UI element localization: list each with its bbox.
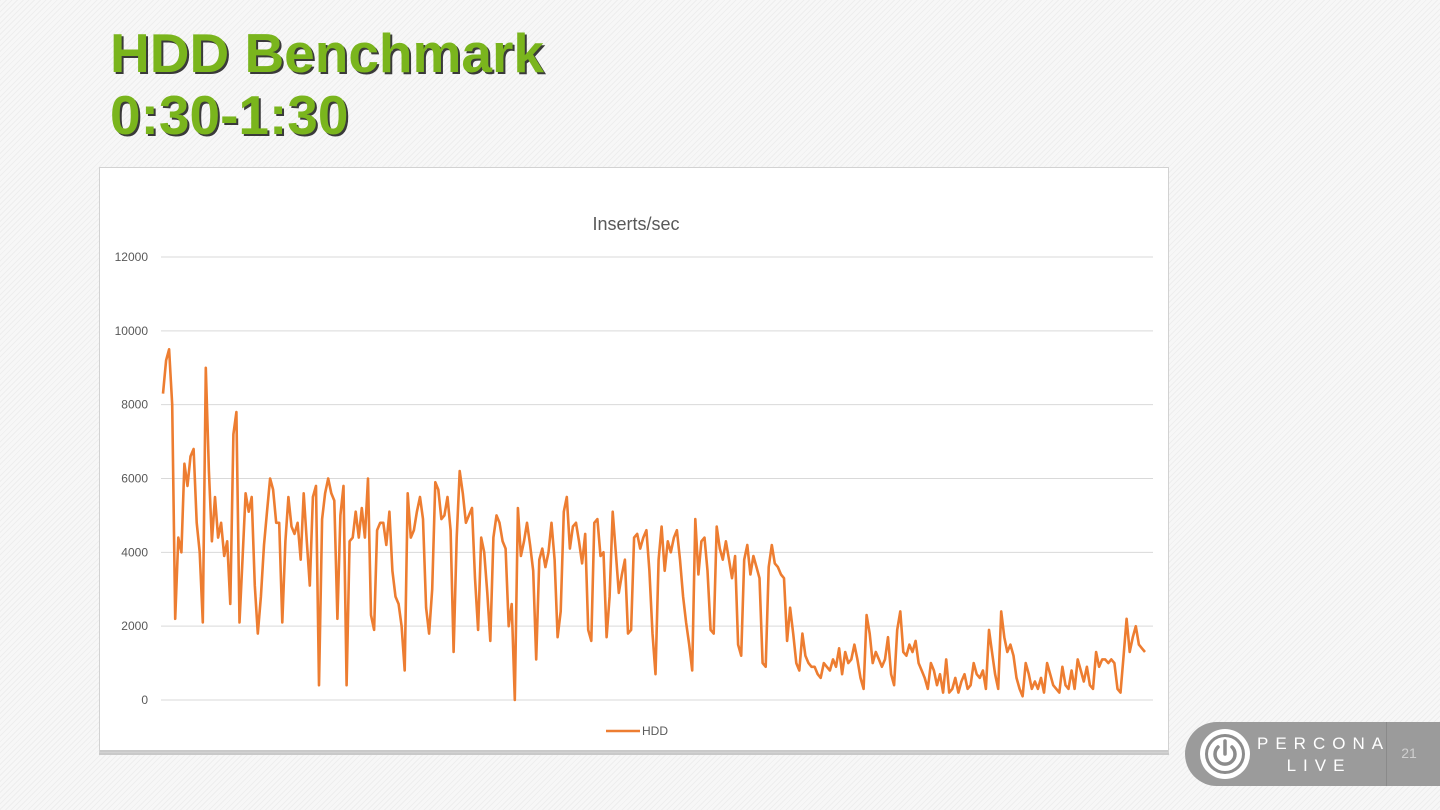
y-tick-label: 4000 bbox=[121, 545, 148, 559]
line-chart: Inserts/sec 0 2000 4000 6000 8000 10000 12000 HD… bbox=[115, 214, 1153, 738]
legend-label-hdd: HDD bbox=[642, 724, 668, 738]
slide-title-line1: HDD Benchmark bbox=[110, 22, 545, 84]
slide-title-line2: 0:30-1:30 bbox=[110, 84, 349, 146]
y-tick-label: 2000 bbox=[121, 619, 148, 633]
chart-title: Inserts/sec bbox=[592, 214, 679, 234]
y-tick-label: 10000 bbox=[115, 324, 149, 338]
y-tick-label: 6000 bbox=[121, 472, 148, 486]
power-icon bbox=[1200, 729, 1250, 779]
y-tick-label: 8000 bbox=[121, 398, 148, 412]
chart-container: Inserts/sec 0 2000 4000 6000 8000 10000 12000 HD… bbox=[99, 167, 1169, 753]
slide-title: HDD Benchmark 0:30-1:30 bbox=[110, 22, 544, 146]
page-number: 21 bbox=[1401, 745, 1417, 761]
y-tick-label: 0 bbox=[141, 693, 148, 707]
y-tick-label: 12000 bbox=[115, 250, 149, 264]
badge-divider bbox=[1386, 722, 1387, 786]
brand-name-percona: PERCONA bbox=[1257, 734, 1391, 753]
percona-live-badge: PERCONA LIVE 21 bbox=[1185, 722, 1440, 786]
brand-name-live: LIVE bbox=[1286, 756, 1352, 775]
series-line-hdd bbox=[161, 348, 1146, 702]
